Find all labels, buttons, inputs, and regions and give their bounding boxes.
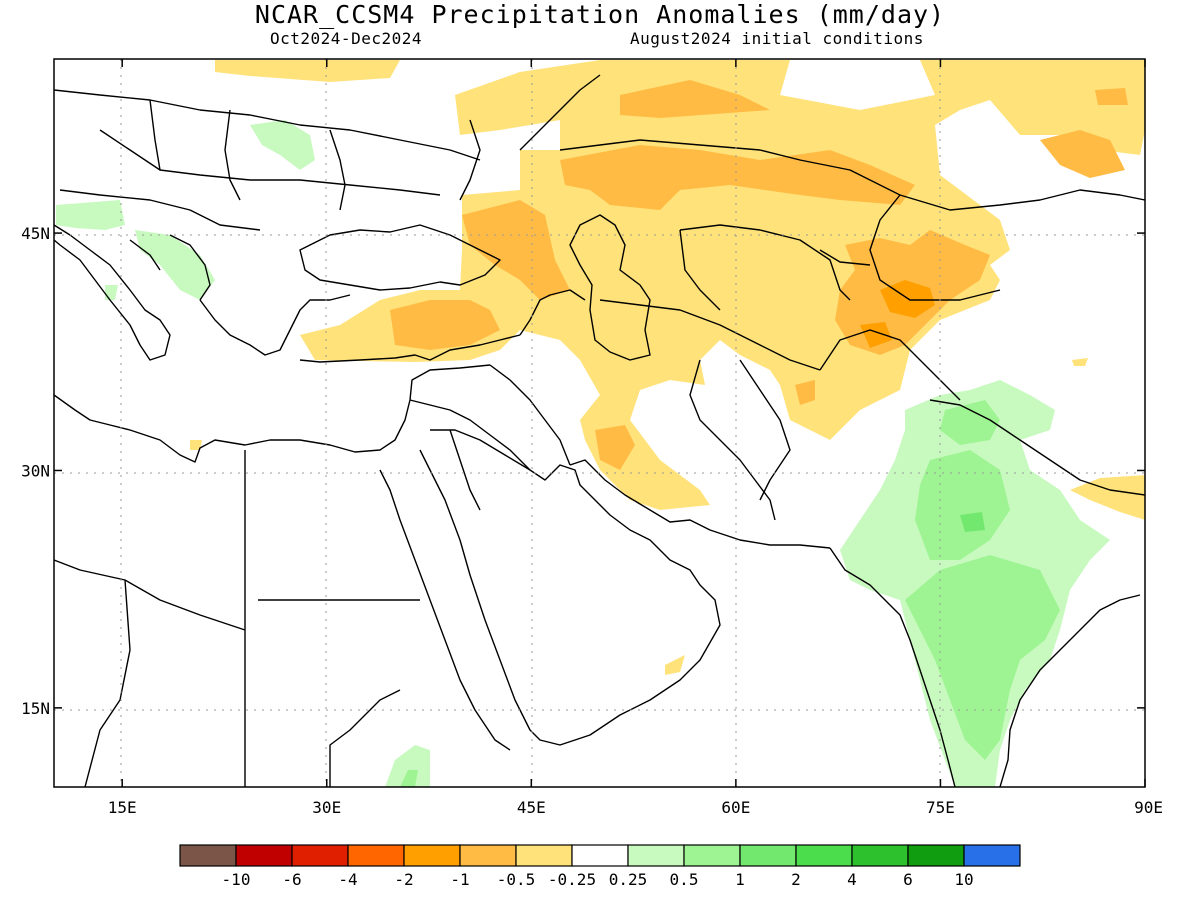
lon-tick-label: 30E	[312, 798, 341, 817]
legend-swatch	[907, 844, 965, 867]
legend-swatch	[459, 844, 517, 867]
legend-label: 0.25	[609, 870, 648, 889]
lat-tick-label: 15N	[21, 699, 50, 718]
lon-tick-label: 45E	[517, 798, 546, 817]
legend-swatch	[683, 844, 741, 867]
legend-label: 0.5	[670, 870, 699, 889]
legend-label: -2	[394, 870, 413, 889]
legend-swatch	[627, 844, 685, 867]
legend-label: 4	[847, 870, 857, 889]
lon-tick-label: 75E	[926, 798, 955, 817]
lon-tick-label: 90E	[1134, 798, 1163, 817]
moderate-wet-regions	[400, 400, 1060, 787]
legend-label: 1	[735, 870, 745, 889]
legend-swatch	[739, 844, 797, 867]
axis-labels: 15E 30E 45E 60E 75E 90E 15N 30N 45N	[21, 59, 1163, 817]
lat-tick-label: 45N	[21, 224, 50, 243]
legend-swatch	[851, 844, 909, 867]
legend-swatch	[291, 844, 349, 867]
legend-label: -6	[282, 870, 301, 889]
legend-swatch	[571, 844, 629, 867]
legend-label: -4	[338, 870, 357, 889]
legend-label: -0.5	[497, 870, 536, 889]
legend-label: 2	[791, 870, 801, 889]
forecast-period: Oct2024-Dec2024	[270, 29, 422, 48]
legend-swatch	[179, 844, 237, 867]
initial-conditions: August2024 initial conditions	[630, 29, 924, 48]
map-frame	[53, 58, 1146, 788]
legend-swatch	[403, 844, 461, 867]
lat-tick-label: 30N	[21, 461, 50, 480]
map-title: NCAR_CCSM4 Precipitation Anomalies (mm/d…	[254, 0, 946, 29]
legend-swatch	[515, 844, 573, 867]
legend-label: 6	[903, 870, 913, 889]
legend-label: -1	[450, 870, 469, 889]
graticule	[54, 59, 1145, 787]
legend-swatch	[795, 844, 853, 867]
legend-swatch	[235, 844, 293, 867]
legend-swatch	[347, 844, 405, 867]
legend-label: -10	[222, 870, 251, 889]
lon-tick-label: 15E	[108, 798, 137, 817]
anomaly-shading	[56, 60, 1145, 787]
color-legend: -10 -6 -4 -2 -1 -0.5 -0.25 0.25 0.5 1 2 4 6 10	[179, 844, 1021, 889]
strong-wet-regions	[960, 512, 985, 532]
legend-label: -0.25	[548, 870, 596, 889]
legend-swatch	[963, 844, 1021, 867]
lon-tick-label: 60E	[721, 798, 750, 817]
legend-label: 10	[954, 870, 973, 889]
coastlines-and-borders	[54, 74, 1145, 787]
